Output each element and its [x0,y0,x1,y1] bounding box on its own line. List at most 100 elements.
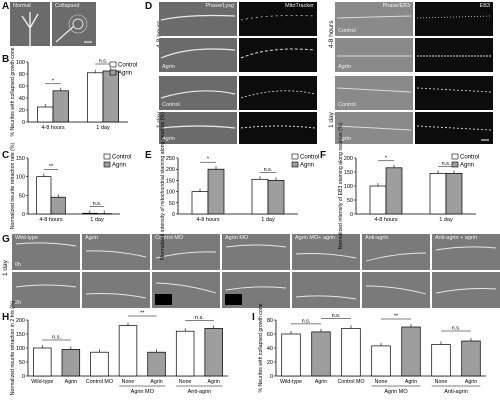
y-axis-label: % Neurites with collapsed growth cone [10,47,16,136]
micro-normal: Normal [10,2,50,46]
d-cond-control: Control [162,102,180,108]
y-tick-label: 100 [16,60,25,66]
category-label: 1 day [96,125,110,131]
legend-swatch [109,69,117,76]
y-tick-label: 50 [19,193,25,199]
category-label: 1 day [439,217,453,223]
bar [429,173,447,215]
bar [281,333,301,377]
category-label: Agrin [65,379,77,385]
neurite-trace [225,286,287,291]
legend-label: Agrin [300,163,314,169]
y-tick-label: 20 [19,108,25,114]
panel-b-label: B [2,54,10,65]
g-row-label: 0h [15,262,22,268]
d-cond-agrin-2: Agrin [162,136,175,142]
bar [61,349,81,377]
y-tick-label: 50 [347,198,353,204]
legend-swatch [291,161,299,168]
neurite-trace [365,252,427,262]
y-tick-label: 50 [169,201,175,207]
g-column-label: Control MO [155,235,184,241]
y-tick-label: 50 [19,360,25,366]
d-phase-lysg-agrin-48h: Agrin [159,38,237,72]
d-phase-eb3-agrin-1day: Agrin [335,112,413,144]
bar [385,167,403,215]
y-tick-label: 200 [344,156,353,162]
chart-b: 0 20 40 60 80 100% Neurites with collapsed gr… [10,47,137,136]
d-eb3-control-1day [415,76,493,110]
bar [118,325,138,377]
legend-label: Control [112,155,131,161]
row-label-1day-right: 1 day [328,112,335,128]
category-label: Agrin [465,379,477,385]
legend-swatch [451,161,459,168]
panel-a: A Normal Collapsed [0,0,100,52]
d-phase-lysg-agrin-1day: Agrin [159,112,237,144]
legend-swatch [451,153,459,160]
micro-collapsed-label: Collapsed [55,3,80,9]
bar [36,176,52,215]
g-image: Control MO [152,234,220,270]
bar [369,185,387,215]
y-tick-label: 200 [16,318,25,324]
g-column-label: Anti-agrin [365,235,389,241]
g-image [222,272,290,308]
panel-h-label: H [2,312,10,323]
group-label: Agrin MO [384,389,408,395]
y-tick-label: 40 [19,96,25,102]
group-label: Agrin MO [131,389,155,395]
legend-swatch [103,153,111,160]
sig-label: n.s. [99,59,108,65]
y-tick-label: 60 [19,84,25,90]
category-label: Agrin [315,379,327,385]
legend-label: Agrin [112,163,126,169]
g-row-label: 2h [15,300,22,306]
category-label: 4-8 hours [196,217,219,223]
category-label: Agrin [405,379,417,385]
y-tick-label: 40 [267,346,273,352]
y-tick-label: 20 [267,360,273,366]
y-tick-label: 100 [16,346,25,352]
g-column-label: Agrin MO+ agrin [295,235,336,241]
bar [207,168,225,215]
y-tick-label: 0 [22,120,25,126]
micro-collapsed: Collapsed [52,2,96,46]
g-image-grid: Wild-type 0h 2h Agrin Control MO Agrin MO Agri… [12,234,500,310]
bar [191,191,209,215]
y-tick-label: 250 [166,156,175,162]
d-mitotracker-agrin-1day [239,112,317,144]
g-column-label: Wild-type [15,235,38,241]
d-header-mitotracker: MitoTracker [285,3,314,9]
sig-label: n.s. [264,167,273,173]
sig-label: n.s. [332,313,341,319]
category-label: 4-8 hours [39,217,62,223]
g-image: 2h [12,272,80,308]
group-label: Anti-agrin [188,389,212,395]
d-cond-agrin-4: Agrin [338,136,351,142]
group-label: Anti-agrin [444,389,468,395]
chart-i: 0 20 40 60 80% Neurites with collapsed growt… [258,303,486,395]
y-tick-label: 0 [22,212,25,218]
d-eb3-control-48h: EB3 [415,2,493,36]
d-phase-eb3-control-48h: Phase/EB3 Control [335,2,413,36]
g-image: Anti-agrin [362,234,430,270]
bar [147,351,166,377]
category-label: None [122,379,135,385]
panel-d: D 4-8 hours 1 day 4-8 hours 1 day Phase/… [145,0,500,145]
sig-label: n.s. [452,326,461,332]
g-image: Agrin MO [222,234,290,270]
bar [401,326,421,377]
bar [82,212,98,215]
d-header-phase-eb3: Phase/EB3 [382,3,410,9]
d-eb3-agrin-48h [415,38,493,72]
neurite-trace [85,250,147,258]
g-image: Agrin [82,234,150,270]
g-image [152,272,220,308]
y-tick-label: 100 [16,175,25,181]
y-axis-label: Normalized neurite retraction rate (%) [10,142,16,229]
d-header-phase-lysg: Phase/Lysg [205,3,234,9]
sig-label: ** [140,311,145,317]
